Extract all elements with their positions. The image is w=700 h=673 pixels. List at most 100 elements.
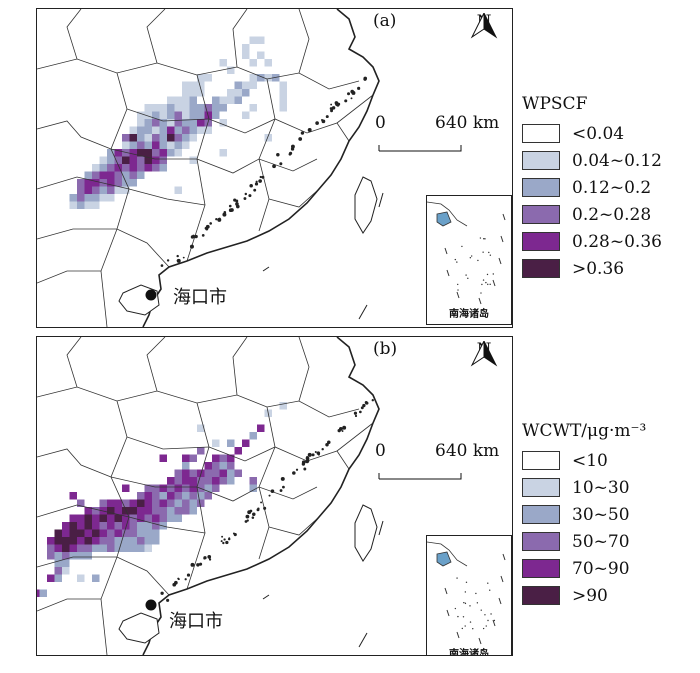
grid-cell (197, 74, 205, 82)
grid-cell (167, 104, 175, 112)
grid-cell (242, 51, 250, 59)
grid-cell (129, 179, 137, 187)
grid-cell (242, 439, 250, 447)
grid-cell (234, 89, 242, 97)
grid-cell (62, 567, 70, 575)
grid-cell (114, 156, 122, 164)
grid-cell (174, 492, 182, 500)
legend-swatch (522, 205, 560, 224)
grid-cell (152, 484, 160, 492)
grid-cell (144, 537, 152, 545)
grid-cell (242, 111, 250, 119)
grid-cell (152, 164, 160, 172)
grid-cell (249, 104, 257, 112)
grid-cell (144, 529, 152, 537)
legend-title: WCWT/μg·m⁻³ (522, 421, 647, 441)
grid-cell (114, 186, 122, 194)
grid-cell (122, 171, 130, 179)
coastal-islands (160, 399, 374, 602)
grid-cell (69, 544, 77, 552)
grid-cell (189, 499, 197, 507)
hainan-outline (118, 612, 160, 644)
legend-item: 50~70 (522, 528, 646, 555)
grid-cell (137, 499, 145, 507)
legend-item: 0.12~0.2 (522, 174, 662, 201)
grid-cell (77, 186, 85, 194)
grid-cell (227, 462, 235, 470)
legend-swatch (522, 586, 560, 605)
grid-cell (107, 156, 115, 164)
grid-cell (159, 134, 167, 142)
grid-cell (219, 462, 227, 470)
grid-cell (92, 514, 100, 522)
grid-cell (159, 141, 167, 149)
legend-item: >0.36 (522, 255, 662, 282)
grid-cell (114, 529, 122, 537)
haikou-city-marker (145, 289, 157, 301)
legend-item: 30~50 (522, 501, 646, 528)
grid-cell (47, 537, 55, 545)
grid-cell (129, 522, 137, 530)
inset-coast (427, 201, 468, 227)
grid-cell (212, 477, 220, 485)
grid-cell (219, 59, 227, 67)
grid-cell (122, 499, 130, 507)
grid-cell (182, 469, 190, 477)
panel-label: (a) (373, 11, 397, 31)
grid-cell (167, 126, 175, 134)
grid-cell (77, 537, 85, 545)
grid-cell (189, 126, 197, 134)
grid-cell (197, 477, 205, 485)
grid-cell (167, 477, 175, 485)
coastline (142, 337, 380, 655)
legend-swatch (522, 124, 560, 143)
grid-cell (84, 552, 92, 560)
grid-cell (189, 477, 197, 485)
grid-cell (219, 149, 227, 157)
grid-cell (99, 186, 107, 194)
grid-cell (279, 89, 287, 97)
grid-cell (137, 171, 145, 179)
grid-cell (144, 164, 152, 172)
grid-cell (114, 522, 122, 530)
grid-cell (54, 552, 62, 560)
grid-cell (279, 96, 287, 104)
grid-cell (62, 522, 70, 530)
grid-cell (189, 96, 197, 104)
grid-cell (197, 499, 205, 507)
grid-cell (219, 477, 227, 485)
grid-cell (137, 544, 145, 552)
grid-cell (122, 529, 130, 537)
grid-cell (137, 156, 145, 164)
grid-cell (257, 424, 265, 432)
grid-cell (159, 111, 167, 119)
grid-cell (257, 51, 265, 59)
grid-cell (279, 104, 287, 112)
north-arrow: N (469, 341, 499, 367)
legend-swatch (522, 151, 560, 170)
grid-cell (159, 499, 167, 507)
grid-cell (189, 89, 197, 97)
grid-cell (174, 507, 182, 515)
grid-cell (182, 126, 190, 134)
grid-cell (182, 454, 190, 462)
grid-cell (167, 134, 175, 142)
grid-cell (122, 164, 130, 172)
legend-swatch (522, 505, 560, 524)
grid-cell (129, 507, 137, 515)
grid-cell (249, 477, 257, 485)
grid-cell (114, 507, 122, 515)
grid-cell (174, 499, 182, 507)
grid-cell (189, 104, 197, 112)
grid-cell (84, 529, 92, 537)
grid-cell (144, 514, 152, 522)
grid-cell (167, 499, 175, 507)
legend-label: 10~30 (572, 477, 630, 498)
grid-cell (182, 507, 190, 515)
grid-cell (212, 469, 220, 477)
legend-swatch (522, 259, 560, 278)
legend-swatch (522, 559, 560, 578)
grid-cell (144, 126, 152, 134)
grid-cell (69, 522, 77, 530)
grid-cell (69, 537, 77, 545)
